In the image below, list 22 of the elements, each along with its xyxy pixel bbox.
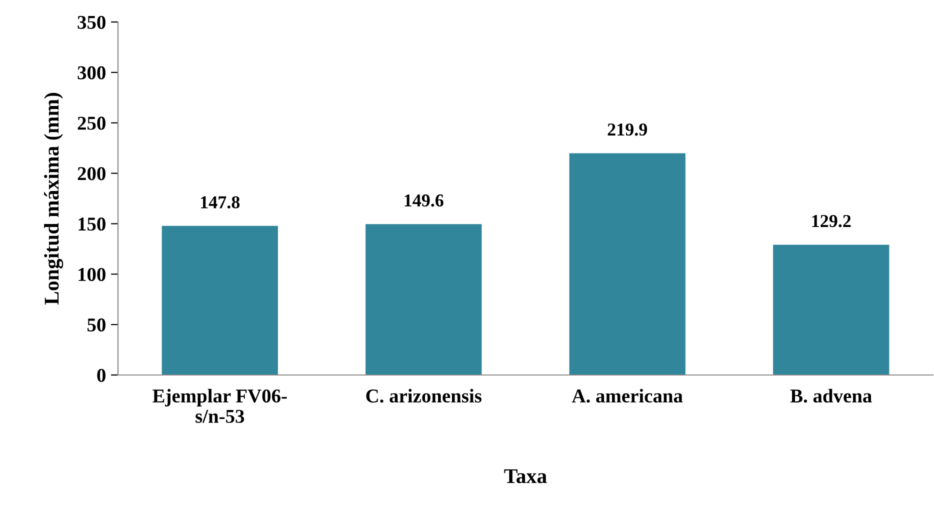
y-tick-label: 50: [88, 318, 106, 332]
x-tick-label: C. arizonensis: [366, 388, 482, 403]
bar: [773, 244, 890, 375]
x-axis-title: Taxa: [504, 469, 547, 484]
bar: [366, 224, 482, 375]
y-tick-label: 250: [78, 116, 106, 130]
data-label: 149.6: [404, 194, 444, 207]
data-label: 147.8: [201, 196, 240, 208]
bar: [569, 153, 686, 375]
y-tick-label: 150: [78, 218, 106, 231]
x-tick-label: Ejemplar FV06- s/n-53: [152, 388, 287, 423]
y-tick-label: 350: [78, 16, 106, 29]
y-tick-label: 0: [97, 368, 106, 382]
y-tick-label: 100: [78, 268, 106, 282]
y-axis-title: Longitud máxima (mm): [44, 92, 64, 305]
data-label: 219.9: [608, 124, 648, 136]
x-tick-label: B. advena: [790, 388, 872, 403]
y-tick-label: 300: [78, 66, 106, 80]
y-tick-label: 200: [78, 167, 106, 180]
data-label: 129.2: [812, 215, 851, 228]
x-tick-label: A. americana: [572, 388, 683, 403]
bar: [162, 226, 278, 375]
